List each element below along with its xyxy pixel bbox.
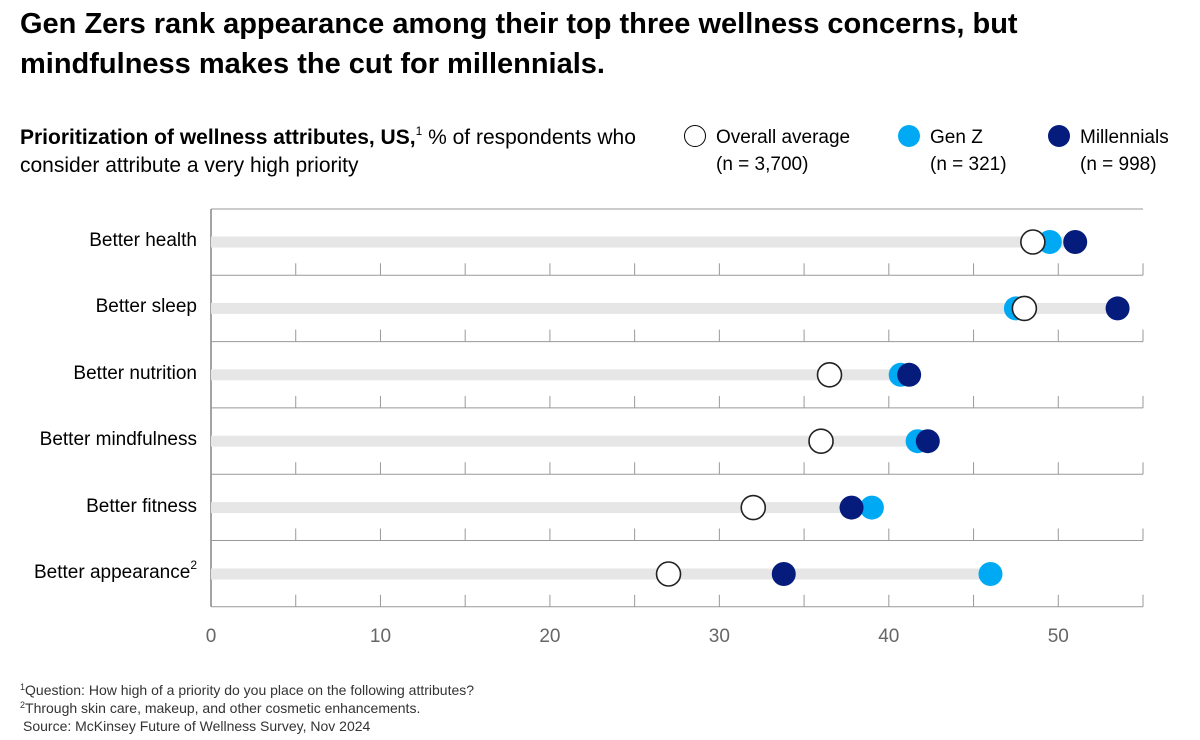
bar-track [211,568,991,580]
bar-track [211,435,928,447]
legend-millennials: Millennials (n = 998) [1048,124,1169,178]
category-label: Better appearance2 [33,558,197,583]
bar-track [211,236,1076,248]
chart-subtitle: Prioritization of wellness attributes, U… [20,124,660,180]
footnote-2-text: Through skin care, makeup, and other cos… [25,700,421,716]
legend-overall-swatch [684,125,706,147]
footnote-1-text: Question: How high of a priority do you … [25,682,475,698]
legend-genz-label: Gen Z [930,127,983,148]
category-label: Better mindfulness [39,429,197,451]
source-note: Source: McKinsey Future of Wellness Surv… [23,718,371,734]
overall-average-dot [740,494,767,521]
millennials-dot [1105,296,1130,321]
x-tick-label: 30 [709,626,730,647]
overall-average-dot [1011,295,1038,322]
x-tick-label: 0 [206,626,217,647]
legend-overall-n: (n = 3,700) [716,154,809,175]
x-tick-label: 40 [878,626,899,647]
footnote-2-mark: 2 [20,700,26,710]
bar-track [211,302,1118,314]
x-tick-label: 50 [1048,626,1069,647]
legend-gen-z: Gen Z (n = 321) [898,124,1007,178]
overall-average-dot [808,428,834,455]
legend-genz-swatch [898,125,920,147]
category-label: Better health [89,230,197,251]
chart-title: Gen Zers rank appearance among their top… [20,8,1018,80]
millennials-dot [1063,230,1088,254]
legend-genz-n: (n = 321) [930,154,1007,175]
legend-millennials-n: (n = 998) [1080,154,1157,175]
millennials-dot [897,362,922,387]
overall-average-dot [816,361,843,388]
category-label: Better sleep [95,296,197,318]
subtitle-bold: Prioritization of wellness attributes, U… [20,126,416,149]
overall-average-dot [655,561,682,587]
gen-z-dot [859,495,884,520]
millennials-dot [915,429,940,454]
footnote-1: 1Question: How high of a priority do you… [20,681,474,699]
footnote-2: 2Through skin care, makeup, and other co… [20,699,420,717]
millennials-dot [839,495,864,520]
legend-overall-label: Overall average [716,127,851,148]
bar-track [211,502,872,514]
legend-overall-average: Overall average (n = 3,700) [684,124,850,178]
subtitle-footnote-mark: 1 [415,124,423,138]
legend-millennials-swatch [1048,125,1070,147]
category-label: Better fitness [86,495,197,517]
millennials-dot [771,562,796,586]
x-tick-label: 10 [370,626,391,647]
bar-track [211,369,910,381]
footnote-1-mark: 1 [20,682,26,692]
category-label: Better nutrition [73,362,197,384]
subtitle-rest: % of respondents who consider attribute … [20,126,636,177]
overall-average-dot [1020,229,1046,255]
legend-millennials-label: Millennials [1080,127,1169,148]
gen-z-dot [978,562,1003,586]
x-tick-label: 20 [539,626,560,647]
